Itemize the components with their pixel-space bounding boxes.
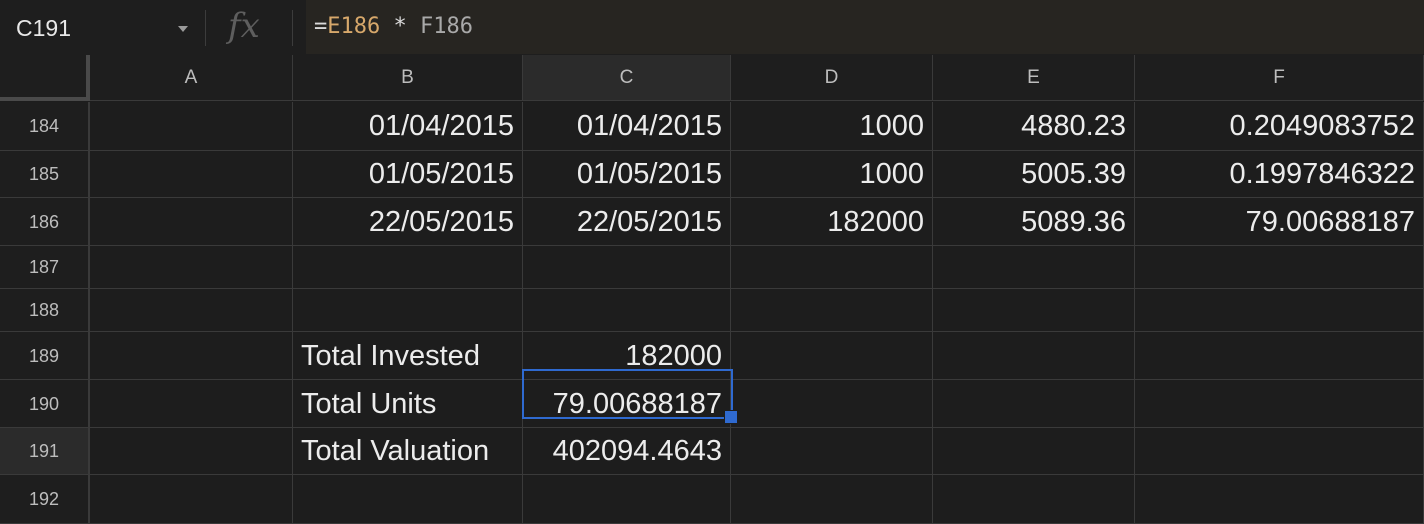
row-header-190[interactable]: 190 bbox=[0, 380, 90, 428]
cell-c184[interactable]: 01/04/2015 bbox=[523, 102, 731, 151]
cell-c192[interactable] bbox=[523, 475, 731, 524]
cell-d192[interactable] bbox=[731, 475, 933, 524]
cell-b184[interactable]: 01/04/2015 bbox=[293, 102, 523, 151]
cell-c190[interactable]: 79.00688187 bbox=[523, 380, 731, 428]
cell-a186[interactable] bbox=[90, 198, 293, 246]
cell-a184[interactable] bbox=[90, 102, 293, 151]
row-header-185[interactable]: 185 bbox=[0, 151, 90, 198]
name-box-value: C191 bbox=[16, 15, 71, 41]
cell-a192[interactable] bbox=[90, 475, 293, 524]
cell-d187[interactable] bbox=[731, 246, 933, 289]
cell-d186[interactable]: 182000 bbox=[731, 198, 933, 246]
cell-d185[interactable]: 1000 bbox=[731, 151, 933, 198]
cell-e187[interactable] bbox=[933, 246, 1135, 289]
cell-f188[interactable] bbox=[1135, 289, 1424, 332]
row-header-186[interactable]: 186 bbox=[0, 198, 90, 246]
formula-equals: = bbox=[314, 14, 328, 39]
cell-c191[interactable]: 402094.4643 bbox=[523, 428, 731, 475]
cell-f184[interactable]: 0.2049083752 bbox=[1135, 102, 1424, 151]
column-header-d[interactable]: D bbox=[731, 55, 933, 101]
spreadsheet-grid: A B C D E F 184 01/04/2015 01/04/2015 1000 4880.23… bbox=[0, 55, 1424, 524]
row-header-189[interactable]: 189 bbox=[0, 332, 90, 380]
cell-b186[interactable]: 22/05/2015 bbox=[293, 198, 523, 246]
column-header-b[interactable]: B bbox=[293, 55, 523, 101]
cell-f190[interactable] bbox=[1135, 380, 1424, 428]
formula-ref-f186: F186 bbox=[419, 14, 473, 39]
row-header-191[interactable]: 191 bbox=[0, 428, 90, 475]
name-box[interactable]: C191 bbox=[0, 0, 202, 54]
cell-d191[interactable] bbox=[731, 428, 933, 475]
formula-bar: C191 fx =E186 * F186 bbox=[0, 0, 1424, 56]
row-header-188[interactable]: 188 bbox=[0, 289, 90, 332]
cell-d188[interactable] bbox=[731, 289, 933, 332]
row-header-192[interactable]: 192 bbox=[0, 475, 90, 524]
cell-a191[interactable] bbox=[90, 428, 293, 475]
cell-a190[interactable] bbox=[90, 380, 293, 428]
cell-f186[interactable]: 79.00688187 bbox=[1135, 198, 1424, 246]
cell-b190[interactable]: Total Units bbox=[293, 380, 523, 428]
cell-a187[interactable] bbox=[90, 246, 293, 289]
cell-d189[interactable] bbox=[731, 332, 933, 380]
fill-handle[interactable] bbox=[724, 410, 738, 424]
cell-e186[interactable]: 5089.36 bbox=[933, 198, 1135, 246]
cell-c186[interactable]: 22/05/2015 bbox=[523, 198, 731, 246]
formula-operator: * bbox=[380, 14, 420, 39]
formula-text: =E186 * F186 bbox=[314, 14, 473, 39]
cell-c187[interactable] bbox=[523, 246, 731, 289]
column-header-c[interactable]: C bbox=[523, 55, 731, 101]
cell-e185[interactable]: 5005.39 bbox=[933, 151, 1135, 198]
column-header-f[interactable]: F bbox=[1135, 55, 1424, 101]
formula-bar-divider bbox=[205, 10, 206, 46]
cell-b187[interactable] bbox=[293, 246, 523, 289]
cell-d190[interactable] bbox=[731, 380, 933, 428]
cell-e189[interactable] bbox=[933, 332, 1135, 380]
cell-b185[interactable]: 01/05/2015 bbox=[293, 151, 523, 198]
cell-e192[interactable] bbox=[933, 475, 1135, 524]
cell-f187[interactable] bbox=[1135, 246, 1424, 289]
cell-b191[interactable]: Total Valuation bbox=[293, 428, 523, 475]
cell-e188[interactable] bbox=[933, 289, 1135, 332]
column-header-e[interactable]: E bbox=[933, 55, 1135, 101]
row-header-184[interactable]: 184 bbox=[0, 102, 90, 151]
cell-f189[interactable] bbox=[1135, 332, 1424, 380]
cell-f191[interactable] bbox=[1135, 428, 1424, 475]
cell-f192[interactable] bbox=[1135, 475, 1424, 524]
cell-c188[interactable] bbox=[523, 289, 731, 332]
formula-input[interactable]: =E186 * F186 bbox=[306, 0, 1424, 54]
row-header-187[interactable]: 187 bbox=[0, 246, 90, 289]
cell-a185[interactable] bbox=[90, 151, 293, 198]
cell-e184[interactable]: 4880.23 bbox=[933, 102, 1135, 151]
formula-bar-divider bbox=[292, 10, 293, 46]
cell-c185[interactable]: 01/05/2015 bbox=[523, 151, 731, 198]
cell-e190[interactable] bbox=[933, 380, 1135, 428]
cell-e191[interactable] bbox=[933, 428, 1135, 475]
cell-f185[interactable]: 0.1997846322 bbox=[1135, 151, 1424, 198]
cell-b189[interactable]: Total Invested bbox=[293, 332, 523, 380]
cell-a189[interactable] bbox=[90, 332, 293, 380]
cell-d184[interactable]: 1000 bbox=[731, 102, 933, 151]
formula-ref-e186: E186 bbox=[327, 14, 381, 39]
column-header-a[interactable]: A bbox=[90, 55, 293, 101]
cell-b188[interactable] bbox=[293, 289, 523, 332]
cell-a188[interactable] bbox=[90, 289, 293, 332]
cell-c189[interactable]: 182000 bbox=[523, 332, 731, 380]
name-box-dropdown-icon[interactable] bbox=[178, 26, 188, 32]
cell-b192[interactable] bbox=[293, 475, 523, 524]
select-all-corner[interactable] bbox=[0, 55, 90, 101]
fx-icon: fx bbox=[228, 6, 260, 46]
